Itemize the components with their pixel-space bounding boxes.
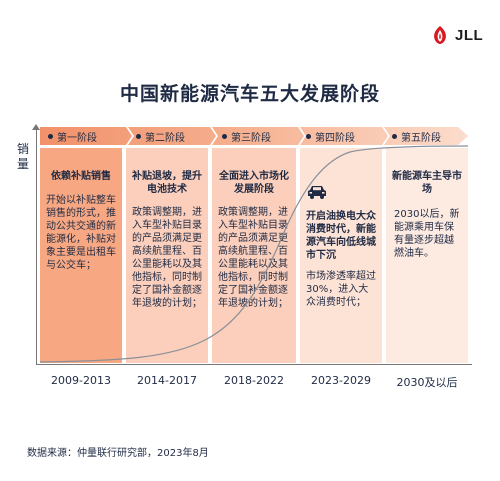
y-axis (36, 128, 37, 364)
phase-title: 全面进入市场化发展阶段 (219, 171, 289, 195)
period-label: 2018-2022 (224, 374, 284, 387)
phase-tab-3: 第三阶段 (214, 127, 271, 145)
jll-flame-logo-icon (434, 26, 446, 44)
period-label: 2023-2029 (311, 374, 371, 387)
phase-panel-5: 新能源车主导市场 2030以后，新能源乘用车保有量逐步超越燃油车。 (386, 148, 468, 363)
phase-title: 依赖补贴销售 (51, 171, 111, 182)
phase-panel-4: 开启油换电大众消费时代，新能源汽车向低线城市下沉 市场渗透率超过30%，进入大众… (300, 148, 382, 363)
logo-text: JLL (455, 26, 484, 44)
phase-description: 政策调整期，进入车型补贴目录的产品须满足更高续航里程、百公里能耗以及其他指标，同… (218, 207, 288, 309)
y-axis-label: 销量 (17, 142, 30, 171)
phase-description: 政策调整期，进入车型补贴目录的产品须满足更高续航里程、百公里能耗以及其他指标，同… (132, 207, 202, 309)
period-label: 2009-2013 (51, 374, 111, 387)
car-icon (308, 186, 326, 199)
phase-tab-5: 第五阶段 (384, 127, 441, 145)
phase-tab-label: 第五阶段 (401, 132, 441, 144)
phase-panel-1: 依赖补贴销售 开始以补贴整车销售的形式，推动公共交通的新能源化，补贴对象主要是出… (40, 148, 122, 363)
y-axis-arrow (32, 124, 40, 130)
phase-tab-label: 第一阶段 (57, 132, 97, 144)
bullet-dot-icon (48, 133, 53, 139)
jll-logo: JLL (431, 25, 483, 45)
data-source-note: 数据来源：仲量联行研究部，2023年8月 (27, 448, 209, 459)
phase-tab-label: 第二阶段 (145, 132, 185, 144)
bullet-dot-icon (306, 133, 311, 139)
phase-panel-3: 全面进入市场化发展阶段 政策调整期，进入车型补贴目录的产品须满足更高续航里程、百… (212, 148, 296, 363)
period-label: 2030及以后 (396, 376, 458, 389)
page-title: 中国新能源汽车五大发展阶段 (119, 83, 380, 105)
phase-tab-1: 第一阶段 (40, 127, 97, 145)
phase-description: 市场渗透率超过30%，进入大众消费时代； (306, 271, 376, 308)
phase-panel-2: 补贴退坡，提升电池技术 政策调整期，进入车型补贴目录的产品须满足更高续航里程、百… (126, 148, 208, 363)
bullet-dot-icon (136, 133, 141, 139)
bullet-dot-icon (392, 133, 397, 139)
phase-description: 2030以后，新能源乘用车保有量逐步超越燃油车。 (394, 209, 460, 259)
phase-tab-label: 第三阶段 (231, 132, 271, 144)
phase-tab-4: 第四阶段 (298, 127, 355, 145)
phase-arrow-bar (40, 127, 468, 145)
phase-tab-2: 第二阶段 (128, 127, 185, 145)
period-label: 2014-2017 (137, 374, 197, 387)
x-axis (36, 364, 472, 365)
phase-tab-label: 第四阶段 (315, 132, 355, 144)
bullet-dot-icon (222, 133, 227, 139)
phase-description: 开始以补贴整车销售的形式，推动公共交通的新能源化，补贴对象主要是出租车与公交车； (46, 195, 116, 271)
phase-title: 补贴退坡，提升电池技术 (132, 171, 202, 195)
phase-title: 新能源车主导市场 (392, 171, 462, 195)
phase-title: 开启油换电大众消费时代，新能源汽车向低线城市下沉 (306, 211, 376, 261)
